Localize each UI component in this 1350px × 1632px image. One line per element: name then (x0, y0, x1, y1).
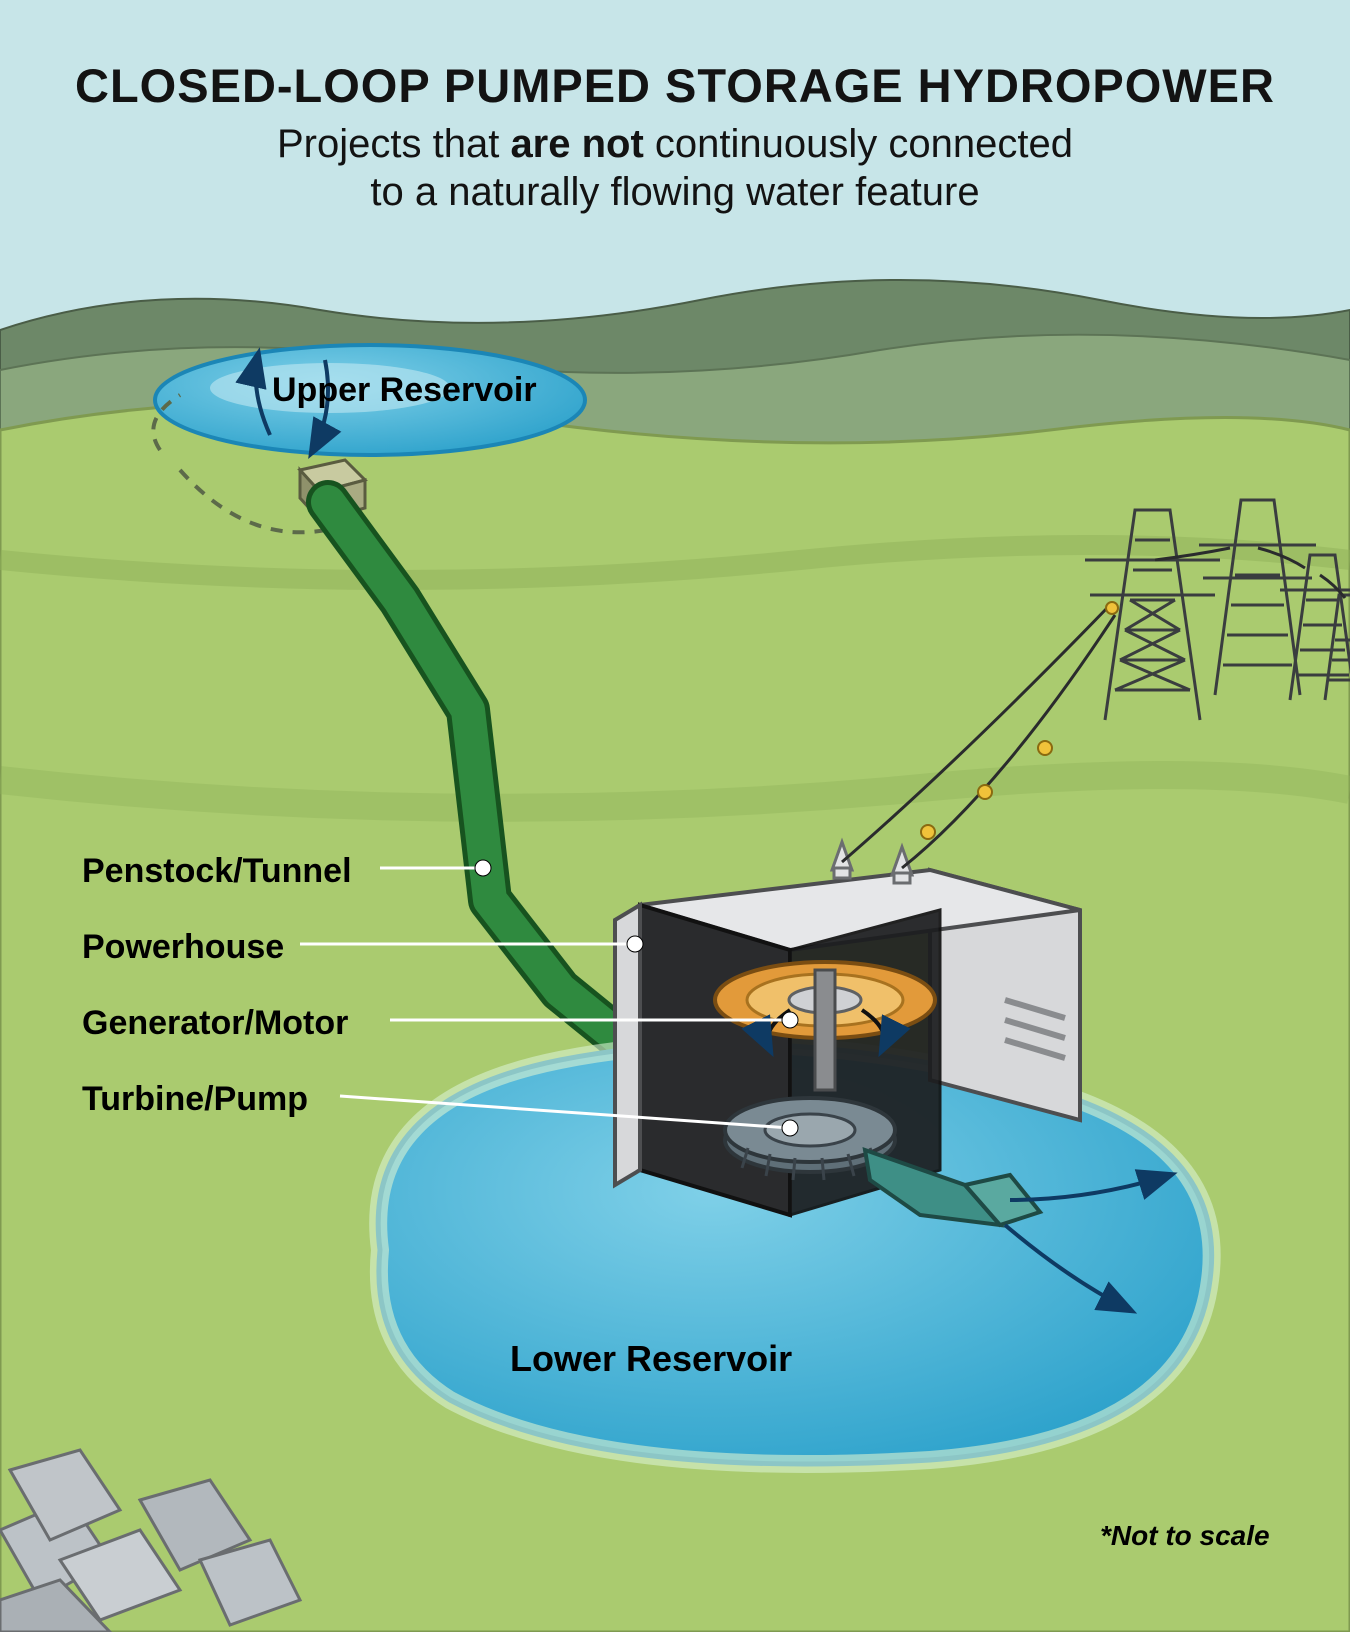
diagram-title: CLOSED-LOOP PUMPED STORAGE HYDROPOWER (0, 58, 1350, 113)
label-generator: Generator/Motor (82, 1004, 348, 1043)
diagram-subtitle: Projects that are not continuously conne… (0, 120, 1350, 216)
footnote-not-to-scale: *Not to scale (1100, 1520, 1270, 1552)
label-turbine: Turbine/Pump (82, 1080, 308, 1119)
subtitle-line2: to a naturally flowing water feature (370, 170, 979, 214)
label-upper-reservoir: Upper Reservoir (272, 371, 537, 410)
subtitle-post: continuously connected (644, 122, 1073, 166)
label-powerhouse: Powerhouse (82, 928, 284, 967)
subtitle-pre: Projects that (277, 122, 510, 166)
diagram-scene (0, 0, 1350, 1632)
subtitle-bold: are not (510, 122, 643, 166)
label-lower-reservoir: Lower Reservoir (510, 1338, 792, 1380)
label-penstock: Penstock/Tunnel (82, 852, 352, 891)
